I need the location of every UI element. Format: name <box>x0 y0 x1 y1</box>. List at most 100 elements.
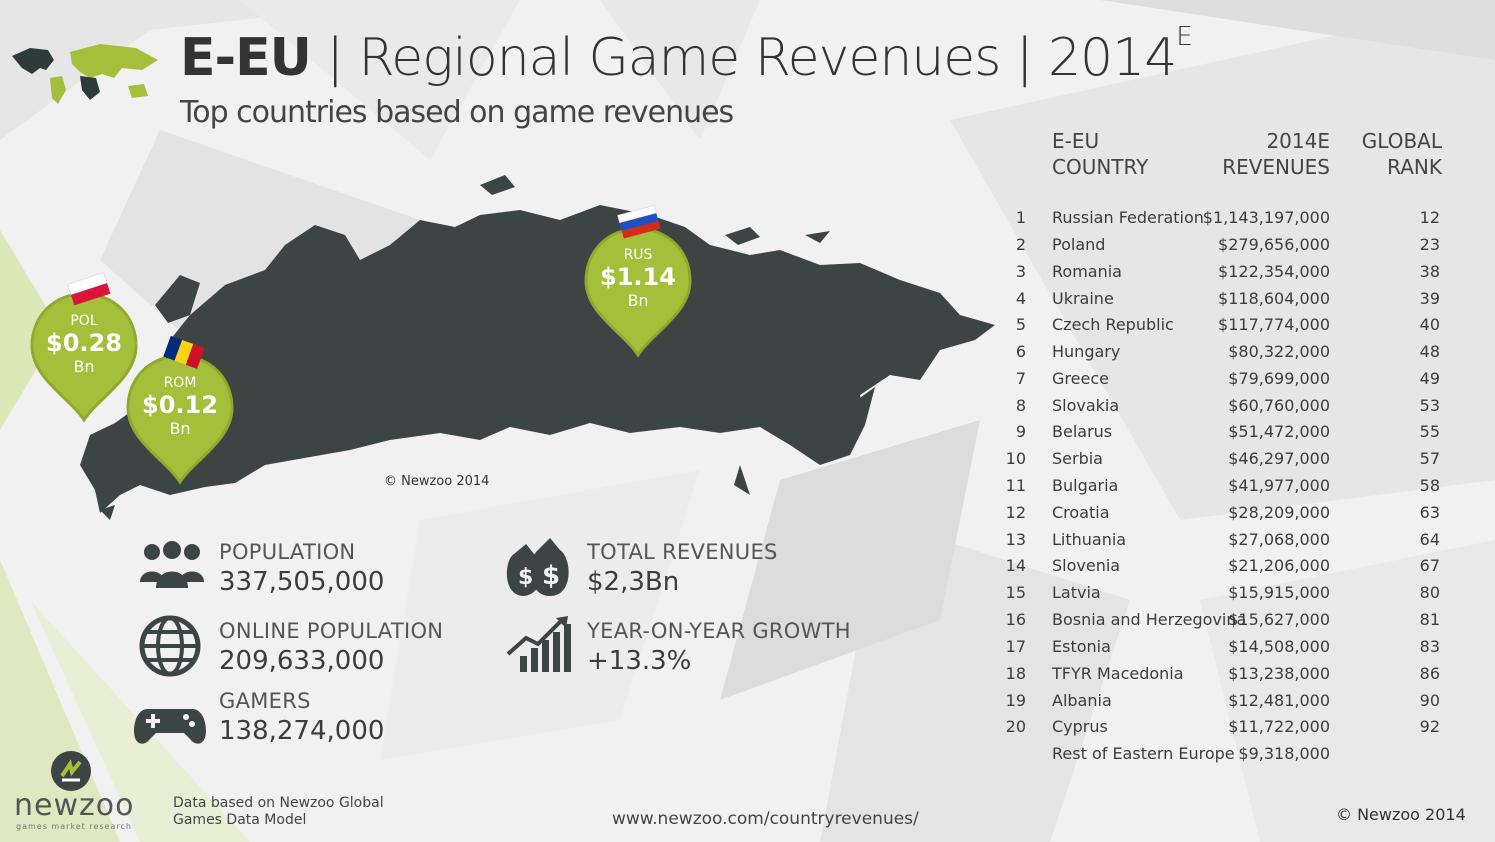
row-rank: 8 <box>1015 396 1026 415</box>
row-global-rank: 92 <box>1419 717 1440 736</box>
row-country: Lithuania <box>1052 530 1127 549</box>
growth-chart-icon <box>506 616 571 672</box>
map-copyright: © Newzoo 2014 <box>384 474 490 489</box>
pin-rus-amount: $1.14 <box>600 263 676 291</box>
row-rank: 20 <box>1005 717 1026 736</box>
row-revenue: $79,699,000 <box>1228 369 1330 388</box>
table-row: 20 Cyprus $11,722,000 92 <box>1000 713 1450 740</box>
row-country: Hungary <box>1052 342 1121 361</box>
row-rank: 16 <box>1005 610 1026 629</box>
row-global-rank: 58 <box>1419 476 1440 495</box>
row-rank: 4 <box>1015 289 1026 308</box>
row-global-rank: 63 <box>1419 503 1440 522</box>
newzoo-logo-icon <box>51 751 91 791</box>
pin-pol-amount: $0.28 <box>46 329 122 357</box>
row-revenue: $60,760,000 <box>1228 396 1330 415</box>
row-country: Poland <box>1052 235 1106 254</box>
row-rank: 11 <box>1005 476 1026 495</box>
table-row: 13 Lithuania $27,068,000 64 <box>1000 526 1450 553</box>
footer-copyright: © Newzoo 2014 <box>1336 805 1466 824</box>
row-country: Cyprus <box>1052 717 1108 736</box>
row-revenue: $14,508,000 <box>1228 637 1330 656</box>
row-revenue: $41,977,000 <box>1228 476 1330 495</box>
row-revenue: $279,656,000 <box>1218 235 1330 254</box>
row-global-rank: 64 <box>1419 530 1440 549</box>
table-row: 4 Ukraine $118,604,000 39 <box>1000 285 1450 312</box>
row-country: TFYR Macedonia <box>1052 664 1184 683</box>
pin-pol-code: POL <box>70 313 98 329</box>
table-row: 14 Slovenia $21,206,000 67 <box>1000 552 1450 579</box>
row-rank: 13 <box>1005 530 1026 549</box>
row-global-rank: 81 <box>1419 610 1440 629</box>
svg-text:$: $ <box>518 565 533 590</box>
table-row: 6 Hungary $80,322,000 48 <box>1000 338 1450 365</box>
pin-rom-shape <box>126 354 234 485</box>
row-revenue: $27,068,000 <box>1228 530 1330 549</box>
row-revenue: $9,318,000 <box>1238 744 1330 763</box>
row-revenue: $15,915,000 <box>1228 583 1330 602</box>
table-row: 2 Poland $279,656,000 23 <box>1000 231 1450 258</box>
row-rank: 3 <box>1015 262 1026 281</box>
row-global-rank: 90 <box>1419 691 1440 710</box>
growth-label: YEAR-ON-YEAR GROWTH <box>587 619 851 643</box>
row-revenue: $1,143,197,000 <box>1202 208 1330 227</box>
gamers-value: 138,274,000 <box>219 716 385 746</box>
table-row: 7 Greece $79,699,000 49 <box>1000 365 1450 392</box>
header-revenue-line2: REVENUES <box>1222 155 1330 179</box>
people-icon <box>140 541 204 588</box>
row-country: Slovenia <box>1052 556 1121 575</box>
row-revenue: $15,627,000 <box>1228 610 1330 629</box>
row-country: Romania <box>1052 262 1122 281</box>
row-rank: 18 <box>1005 664 1026 683</box>
table-row: 17 Estonia $14,508,000 83 <box>1000 633 1450 660</box>
pin-pol: POL $0.28 Bn <box>28 313 140 376</box>
gamers-label: GAMERS <box>219 689 311 713</box>
row-global-rank: 12 <box>1419 208 1440 227</box>
row-country: Croatia <box>1052 503 1110 522</box>
row-revenue: $12,481,000 <box>1228 691 1330 710</box>
row-global-rank: 55 <box>1419 422 1440 441</box>
online-population-label: ONLINE POPULATION <box>219 619 444 643</box>
row-rank: 2 <box>1015 235 1026 254</box>
row-rank: 17 <box>1005 637 1026 656</box>
row-rank: 1 <box>1015 208 1026 227</box>
table-row: 19 Albania $12,481,000 90 <box>1000 687 1450 714</box>
row-global-rank: 38 <box>1419 262 1440 281</box>
table-header-country: E-EU COUNTRY <box>1052 128 1148 180</box>
pin-rom-amount: $0.12 <box>142 391 218 419</box>
row-country: Russian Federation <box>1052 208 1204 227</box>
table-row: 1 Russian Federation $1,143,197,000 12 <box>1000 204 1450 231</box>
row-revenue: $13,238,000 <box>1228 664 1330 683</box>
flag-pol-icon <box>67 272 111 306</box>
row-global-rank: 23 <box>1419 235 1440 254</box>
footer-url[interactable]: www.newzoo.com/countryrevenues/ <box>612 809 919 829</box>
total-revenues-value: $2,3Bn <box>587 567 680 597</box>
page-title: E-EU | Regional Game Revenues | 2014E <box>180 22 1193 88</box>
pin-rus-shape <box>584 227 692 358</box>
flag-rom-icon <box>163 335 205 369</box>
eastern-europe-map <box>80 175 995 520</box>
row-global-rank: 53 <box>1419 396 1440 415</box>
pin-pol-unit: Bn <box>73 357 95 376</box>
row-revenue: $21,206,000 <box>1228 556 1330 575</box>
population-value: 337,505,000 <box>219 567 385 597</box>
row-global-rank: 48 <box>1419 342 1440 361</box>
table-row: 10 Serbia $46,297,000 57 <box>1000 445 1450 472</box>
table-row: 16 Bosnia and Herzegovina $15,627,000 81 <box>1000 606 1450 633</box>
table-row: 12 Croatia $28,209,000 63 <box>1000 499 1450 526</box>
pin-rom-code: ROM <box>163 375 197 391</box>
row-rank: 10 <box>1005 449 1026 468</box>
svg-text:$: $ <box>542 561 560 591</box>
row-revenue: $117,774,000 <box>1218 315 1330 334</box>
pin-rus: RUS $1.14 Bn <box>582 247 694 310</box>
table-row: 9 Belarus $51,472,000 55 <box>1000 418 1450 445</box>
row-country: Czech Republic <box>1052 315 1174 334</box>
row-global-rank: 57 <box>1419 449 1440 468</box>
row-rank: 6 <box>1015 342 1026 361</box>
row-rank: 15 <box>1005 583 1026 602</box>
table-row: 11 Bulgaria $41,977,000 58 <box>1000 472 1450 499</box>
row-country: Belarus <box>1052 422 1113 441</box>
row-country: Latvia <box>1052 583 1101 602</box>
table-row: 3 Romania $122,354,000 38 <box>1000 258 1450 285</box>
row-country: Ukraine <box>1052 289 1114 308</box>
